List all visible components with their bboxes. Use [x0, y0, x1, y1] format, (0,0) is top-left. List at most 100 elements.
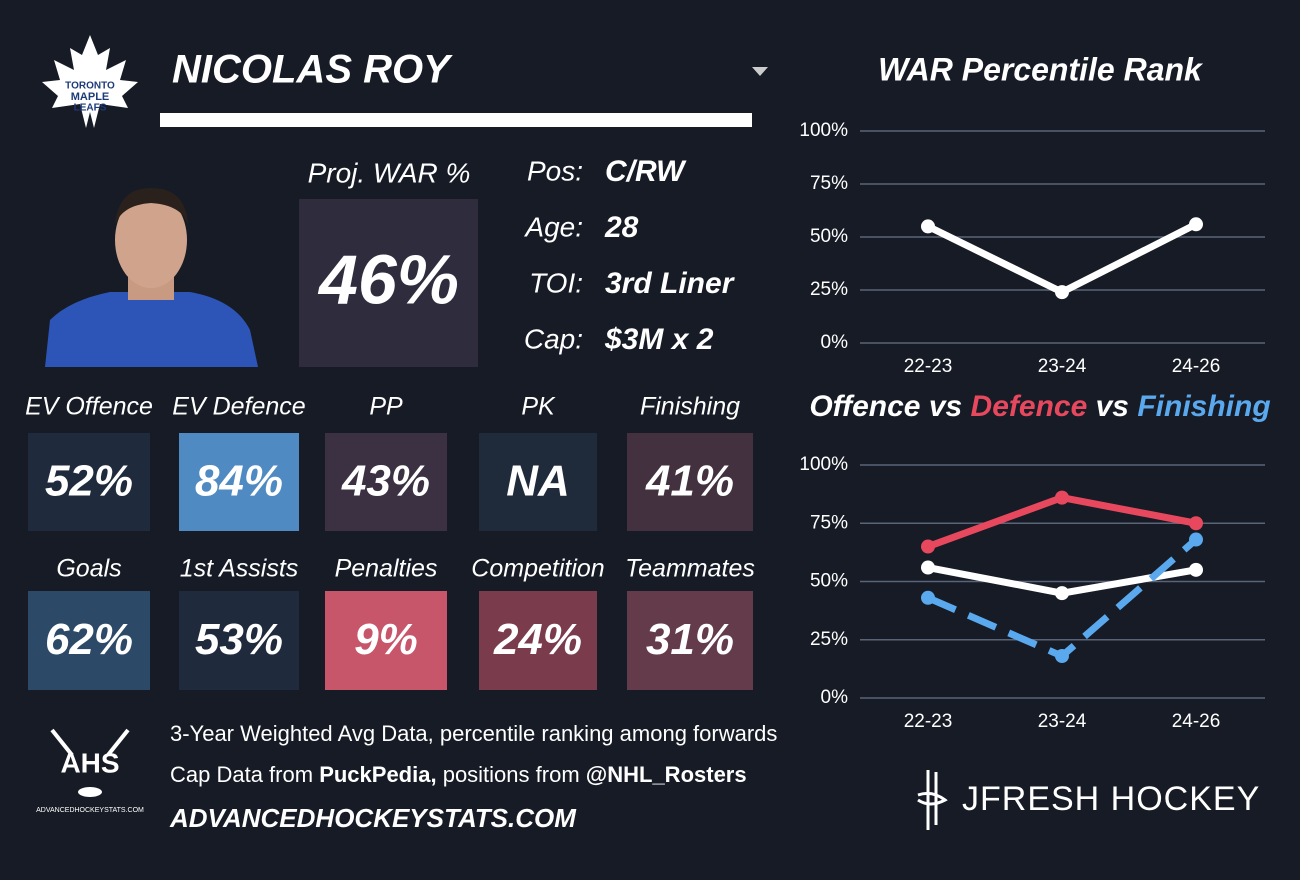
tile-value: 43%	[341, 457, 430, 506]
y-tick-label: 25%	[810, 629, 848, 650]
team-logo: TORONTO MAPLE LEAFS	[42, 35, 138, 128]
x-tick-label: 23-24	[1038, 356, 1087, 377]
tile-box	[325, 591, 447, 690]
tile-value: 52%	[45, 457, 133, 506]
tile-label: Goals	[56, 555, 121, 583]
stick	[50, 728, 74, 757]
x-tick-label: 24-26	[1172, 356, 1221, 377]
maple-leaf	[42, 35, 138, 128]
point	[1055, 285, 1069, 300]
bio: Pos: C/RW Age: 28 TOI: 3rd Liner Cap: $3M x 2	[523, 155, 735, 356]
legend-entry: Defence	[971, 390, 1088, 423]
tile-box	[627, 591, 753, 690]
chart-title: WAR Percentile Rank	[878, 51, 1204, 87]
y-tick-label: 75%	[810, 173, 848, 194]
y-tick-label: 100%	[799, 454, 848, 475]
player-photo	[45, 185, 258, 367]
logo-text: TORONTO	[65, 81, 115, 92]
tile-label: 1st Assists	[180, 555, 299, 583]
y-tick-label: 25%	[810, 279, 848, 300]
footer-link: PuckPedia,	[319, 762, 436, 787]
tile-value: 41%	[645, 457, 734, 506]
title-separator: vs	[1096, 390, 1129, 423]
brand: JFRESH HOCKEY	[962, 780, 1260, 818]
point	[1189, 516, 1203, 531]
tile-value: 31%	[646, 615, 734, 664]
tile-box	[479, 433, 597, 531]
proj-label: Proj. WAR %	[308, 157, 471, 188]
tile-value: 84%	[195, 457, 283, 506]
footer-text: positions from	[443, 762, 580, 787]
point	[1189, 217, 1203, 232]
bio-value: 28	[604, 211, 639, 244]
footer-line: Cap Data from PuckPedia, positions from …	[170, 762, 747, 787]
tile-label: PP	[369, 393, 403, 421]
tile-label: Finishing	[640, 393, 740, 421]
point	[1189, 562, 1203, 577]
puck	[78, 787, 102, 797]
logo-text: MAPLE	[71, 91, 110, 103]
tile-box	[179, 591, 299, 690]
x-tick-label: 24-26	[1172, 711, 1221, 732]
tile-box	[479, 591, 597, 690]
point	[1055, 586, 1069, 601]
tile-label: EV Defence	[172, 393, 305, 421]
tile-label: Teammates	[625, 555, 755, 583]
y-tick-label: 0%	[821, 332, 849, 353]
y-tick-label: 100%	[799, 120, 848, 141]
legend-entry: Offence	[809, 390, 920, 423]
tile-box	[325, 433, 447, 531]
tile-label: Competition	[471, 555, 604, 583]
ahs-logo: AHS ADVANCEDHOCKEYSTATS.COM	[36, 728, 144, 814]
bio-value: 3rd Liner	[605, 267, 736, 300]
footer-link: @NHL_Rosters	[586, 762, 747, 787]
point	[1055, 649, 1069, 664]
bio-label: TOI:	[529, 267, 583, 298]
ahs-site: ADVANCEDHOCKEYSTATS.COM	[36, 807, 144, 814]
point	[921, 590, 935, 605]
stick	[106, 728, 130, 757]
tile-value: 24%	[493, 615, 582, 664]
tile-box	[627, 433, 753, 531]
tile-box	[28, 433, 150, 531]
face	[115, 192, 187, 288]
bio-label: Pos:	[527, 155, 583, 186]
tile-box	[28, 591, 150, 690]
x-tick-label: 23-24	[1038, 711, 1087, 732]
footer-site: ADVANCEDHOCKEYSTATS.COM	[169, 803, 577, 833]
point	[1055, 490, 1069, 505]
y-tick-label: 50%	[810, 226, 848, 247]
y-tick-label: 50%	[810, 571, 848, 592]
x-tick-label: 22-23	[904, 711, 953, 732]
point	[1189, 532, 1203, 547]
y-tick-label: 75%	[810, 512, 848, 533]
tile-label: Penalties	[335, 555, 438, 583]
y-tick-label: 0%	[821, 687, 849, 708]
tile-value: 62%	[45, 615, 133, 664]
player-dropdown[interactable]	[752, 67, 768, 76]
tile-label: PK	[521, 393, 556, 421]
tile-value: NA	[506, 457, 570, 506]
footer-text: Cap Data from	[170, 762, 313, 787]
bio-label: Cap:	[524, 323, 583, 354]
tile-box	[179, 433, 299, 531]
tile-label: EV Offence	[25, 393, 153, 421]
title-separator: vs	[929, 390, 962, 423]
point	[921, 539, 935, 554]
point	[921, 560, 935, 575]
jfresh-logo: JFRESH HOCKEY	[917, 770, 1260, 830]
jfresh-icon	[917, 770, 948, 830]
footer-line: 3-Year Weighted Avg Data, percentile ran…	[170, 721, 777, 746]
name-underline	[160, 113, 752, 127]
point	[921, 219, 935, 234]
chart-title: Offence vs Defence vs Finishing	[809, 390, 1270, 423]
jersey	[45, 292, 258, 367]
bio-label: Age:	[523, 211, 583, 242]
player-name: NICOLAS ROY	[172, 48, 453, 92]
tile-value: 9%	[354, 615, 418, 664]
ahs-text: AHS	[60, 747, 119, 778]
legend-entry: Finishing	[1137, 390, 1270, 423]
x-tick-label: 22-23	[904, 356, 953, 377]
tiles: EV Offence 52% EV Defence 84% PP 43% PK NA Finis…	[25, 393, 755, 690]
